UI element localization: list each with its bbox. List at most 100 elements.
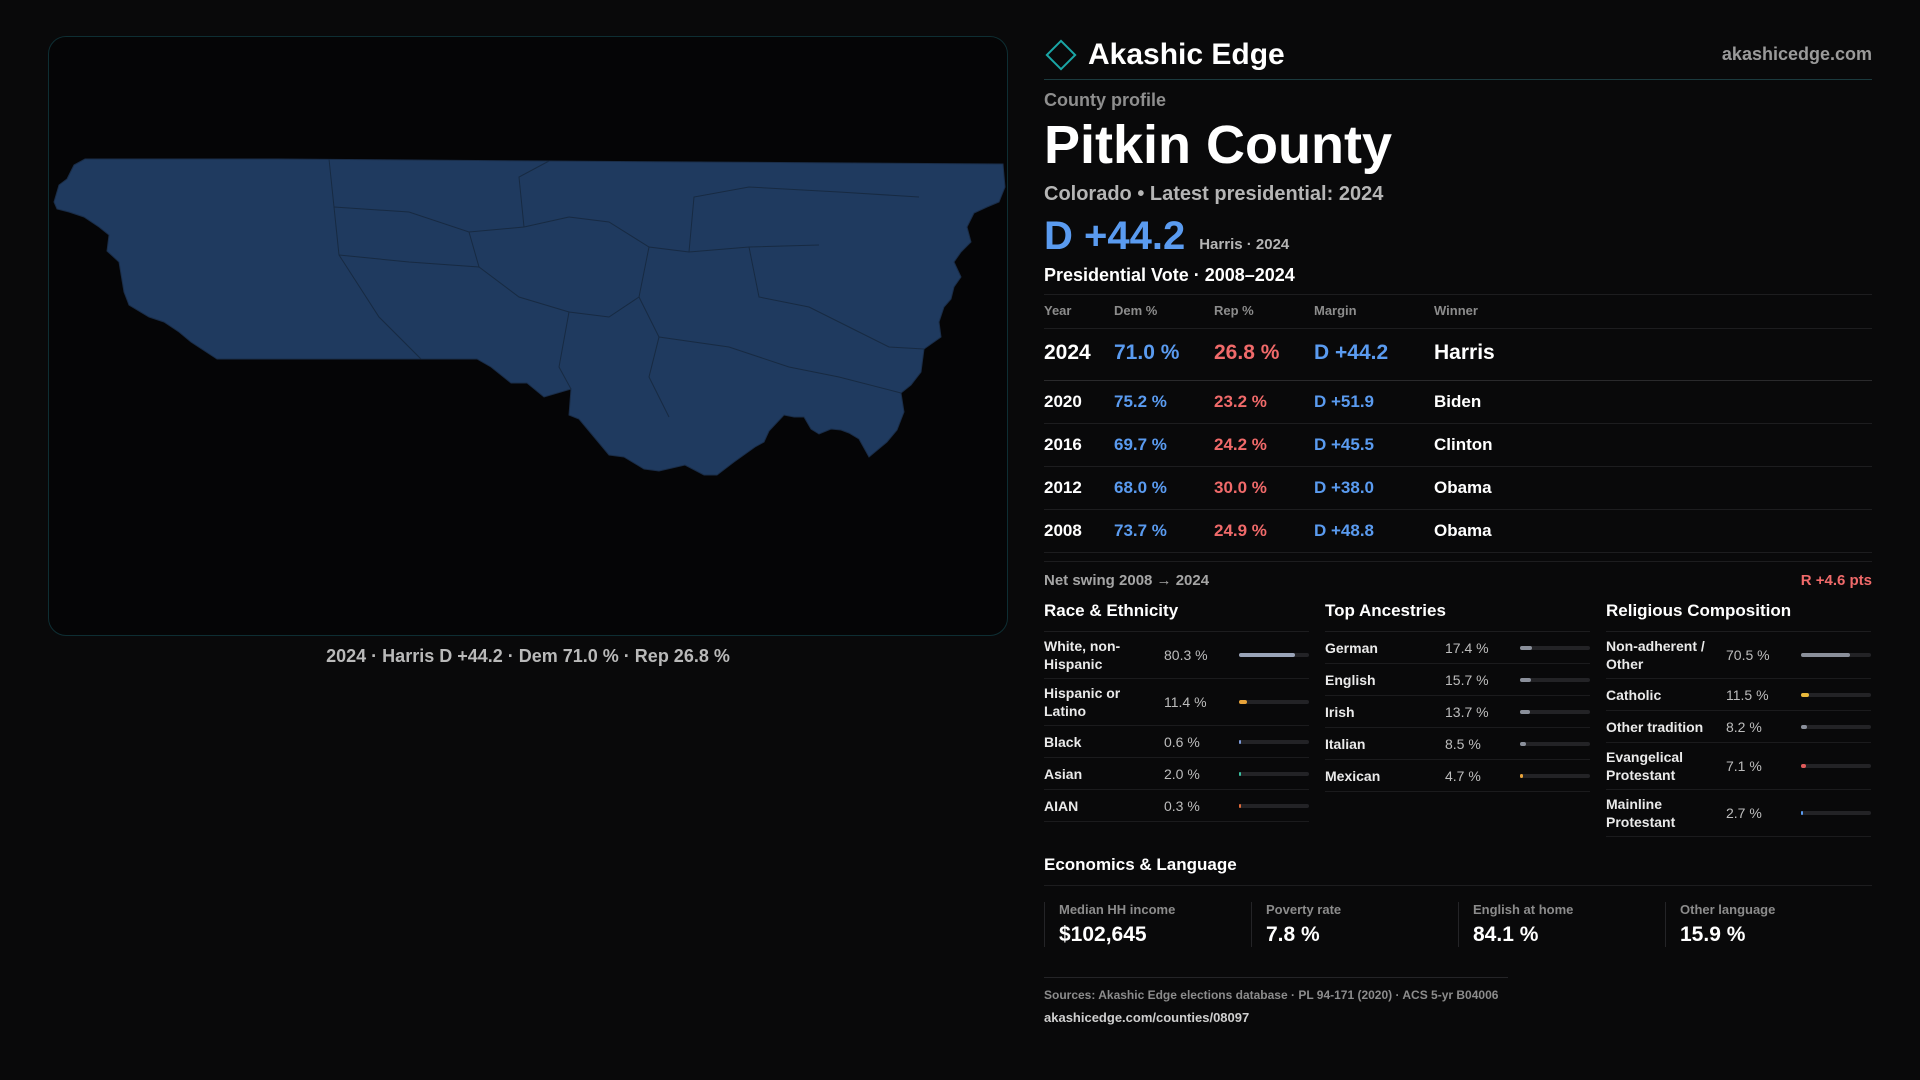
list-item: Non-adherent / Other 70.5 % (1606, 632, 1871, 679)
share-bar-track (1801, 653, 1871, 657)
winner-cell: Obama (1434, 466, 1872, 510)
item-label: English (1325, 671, 1376, 688)
economics-section: Economics & Language Median HH income $1… (1044, 855, 1872, 947)
table-row: 2012 68.0 % 30.0 % D +38.0 Obama (1044, 466, 1872, 510)
share-bar-track (1239, 803, 1309, 808)
dem-cell: 71.0 % (1114, 328, 1214, 381)
share-bar-track (1520, 741, 1590, 746)
net-swing-value: R +4.6 pts (1800, 572, 1872, 589)
precinct-lines (328, 158, 925, 418)
list-item: Asian 2.0 % (1044, 758, 1309, 790)
year-cell: 2024 (1044, 328, 1114, 381)
share-bar-track (1801, 811, 1871, 815)
ancestry-section: Top Ancestries German 17.4 % English 15.7 %… (1325, 601, 1590, 837)
state-line: Colorado • Latest presidential: 2024 (1044, 183, 1384, 205)
share-bar-track (1520, 709, 1590, 714)
item-value: 4.7 % (1445, 767, 1481, 784)
item-value: 80.3 % (1164, 647, 1208, 663)
stat-other-language: Other language 15.9 % (1665, 902, 1872, 947)
share-bar-track (1520, 677, 1590, 682)
economics-grid: Median HH income $102,645 Poverty rate 7… (1044, 902, 1872, 947)
county-map-svg (53, 158, 1006, 476)
share-bar-fill (1239, 803, 1241, 808)
map-caption: 2024 · Harris D +44.2 · Dem 71.0 % · Rep… (326, 646, 730, 666)
list-item: Mainline Protestant 2.7 % (1606, 790, 1871, 837)
share-bar-track (1520, 645, 1590, 650)
list-item: AIAN 0.3 % (1044, 790, 1309, 822)
margin-cell: D +45.5 (1314, 423, 1434, 467)
list-item: Mexican 4.7 % (1325, 760, 1590, 792)
item-label: White, non-Hispanic (1044, 638, 1121, 672)
share-bar-fill (1239, 771, 1241, 776)
share-bar-fill (1520, 645, 1533, 650)
header-margin: Margin (1314, 295, 1434, 329)
item-value: 17.4 % (1445, 639, 1489, 656)
winner-cell: Obama (1434, 509, 1872, 553)
share-bar-fill (1239, 700, 1247, 704)
margin-cell: D +44.2 (1314, 328, 1434, 381)
brand-name: Akashic Edge (1088, 37, 1285, 71)
item-label: Hispanic or Latino (1044, 685, 1121, 719)
rep-cell: 26.8 % (1214, 328, 1314, 381)
item-value: 15.7 % (1445, 671, 1489, 688)
share-bar-track (1239, 700, 1309, 704)
item-label: Black (1044, 733, 1082, 750)
county-map[interactable] (48, 36, 1008, 636)
stat-english-at-home: English at home 84.1 % (1458, 902, 1665, 947)
net-swing: Net swing 2008 → 2024 R +4.6 pts (1044, 561, 1872, 589)
item-value: 8.2 % (1726, 718, 1762, 735)
table-row: 2016 69.7 % 24.2 % D +45.5 Clinton (1044, 423, 1872, 467)
item-value: 8.5 % (1445, 735, 1481, 752)
brand-header: Akashic Edge akashicedge.com (1044, 34, 1872, 80)
table-header-row: Year Dem % Rep % Margin Winner (1044, 295, 1872, 329)
item-value: 2.0 % (1164, 765, 1200, 782)
stat-value: 84.1 % (1473, 923, 1539, 946)
item-value: 7.1 % (1726, 758, 1762, 774)
stat-label: Poverty rate (1266, 902, 1342, 917)
share-bar-track (1239, 653, 1309, 657)
share-bar-track (1801, 692, 1871, 697)
brand[interactable]: Akashic Edge (1044, 38, 1285, 72)
table-row: 2024 71.0 % 26.8 % D +44.2 Harris (1044, 328, 1872, 381)
stat-label: English at home (1473, 902, 1574, 917)
share-bar-fill (1801, 653, 1851, 657)
sources-text: Sources: Akashic Edge elections database… (1044, 988, 1499, 1002)
list-item: Italian 8.5 % (1325, 728, 1590, 760)
headline-margin-note: Harris · 2024 (1199, 236, 1290, 253)
economics-title: Economics & Language (1044, 855, 1872, 886)
county-shape[interactable] (53, 158, 1006, 476)
share-bar-fill (1520, 741, 1526, 746)
share-bar-track (1801, 764, 1871, 768)
year-cell: 2016 (1044, 423, 1114, 467)
stat-value: $102,645 (1059, 923, 1147, 946)
share-bar-fill (1801, 724, 1807, 729)
race-title: Race & Ethnicity (1044, 601, 1309, 632)
margin-cell: D +38.0 (1314, 466, 1434, 510)
share-bar-fill (1801, 764, 1806, 768)
item-label: Asian (1044, 765, 1083, 782)
item-label: Mainline Protestant (1606, 796, 1676, 830)
item-value: 70.5 % (1726, 647, 1770, 663)
share-bar-fill (1239, 653, 1296, 657)
list-item: German 17.4 % (1325, 632, 1590, 664)
stat-label: Median HH income (1059, 902, 1176, 917)
winner-cell: Biden (1434, 380, 1872, 424)
county-url-link[interactable]: akashicedge.com/counties/08097 (1044, 1010, 1250, 1025)
list-item: Black 0.6 % (1044, 726, 1309, 758)
item-label: Non-adherent / Other (1606, 638, 1705, 672)
list-item: Irish 13.7 % (1325, 696, 1590, 728)
item-value: 11.4 % (1164, 694, 1207, 710)
item-label: Evangelical Protestant (1606, 749, 1684, 783)
rep-cell: 24.9 % (1214, 509, 1314, 553)
list-item: White, non-Hispanic 80.3 % (1044, 632, 1309, 679)
winner-cell: Clinton (1434, 423, 1872, 467)
item-value: 11.5 % (1726, 686, 1769, 703)
table-row: 2020 75.2 % 23.2 % D +51.9 Biden (1044, 380, 1872, 424)
rep-cell: 23.2 % (1214, 380, 1314, 424)
presidential-title: Presidential Vote · 2008–2024 (1044, 265, 1872, 295)
brand-url-link[interactable]: akashicedge.com (1721, 44, 1872, 64)
list-item: English 15.7 % (1325, 664, 1590, 696)
table-row: 2008 73.7 % 24.9 % D +48.8 Obama (1044, 509, 1872, 553)
header-year: Year (1044, 295, 1114, 329)
stat-median-income: Median HH income $102,645 (1044, 902, 1251, 947)
